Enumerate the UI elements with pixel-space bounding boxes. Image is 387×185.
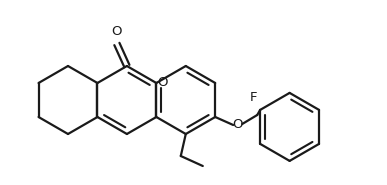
Text: F: F <box>250 91 257 104</box>
Text: O: O <box>111 25 122 38</box>
Text: O: O <box>232 119 243 132</box>
Text: O: O <box>158 75 168 88</box>
